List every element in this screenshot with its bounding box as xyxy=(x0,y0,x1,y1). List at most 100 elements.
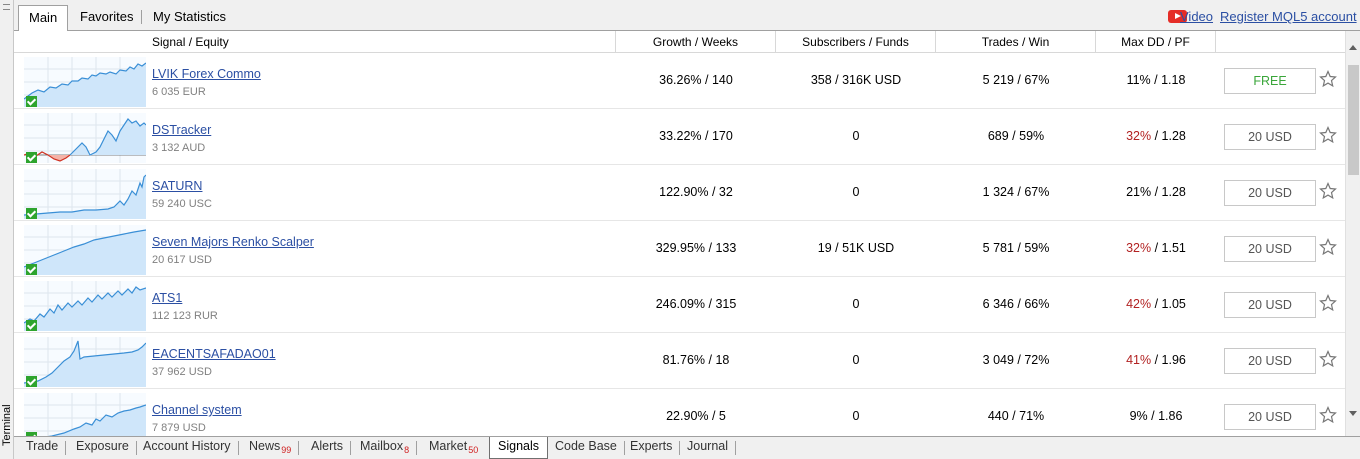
pf-value: / 1.18 xyxy=(1150,73,1186,87)
pf-value: / 1.86 xyxy=(1147,409,1183,423)
table-row[interactable]: SATURN 59 240 USC 122.90% / 32 0 1 324 /… xyxy=(14,165,1345,221)
subscribers-funds: 0 xyxy=(852,185,860,199)
favorite-star-icon[interactable] xyxy=(1319,182,1337,200)
equity-chart-thumbnail[interactable] xyxy=(24,393,146,436)
maxdd-value: 32% xyxy=(1126,129,1152,143)
tab-account-history[interactable]: Account History xyxy=(135,437,239,459)
favorite-star-icon[interactable] xyxy=(1319,294,1337,312)
bottom-tab-bar: Trade Exposure Account History News99 Al… xyxy=(14,436,1360,459)
register-mql5-link[interactable]: Register MQL5 account xyxy=(1220,9,1357,24)
subscribers-funds: 0 xyxy=(852,297,860,311)
subscribe-price-button[interactable]: 20 USD xyxy=(1224,404,1316,430)
favorite-star-icon[interactable] xyxy=(1319,406,1337,424)
signals-table-header: Signal / Equity Growth / Weeks Subscribe… xyxy=(14,31,1345,53)
tab-main[interactable]: Main xyxy=(18,5,68,32)
subscribe-price-button[interactable]: 20 USD xyxy=(1224,348,1316,374)
verified-check-icon xyxy=(26,96,37,107)
subscribe-price-button[interactable]: 20 USD xyxy=(1224,180,1316,206)
equity-chart-thumbnail[interactable] xyxy=(24,113,146,163)
trades-win: 6 346 / 66% xyxy=(982,297,1050,311)
table-row[interactable]: Channel system 7 879 USD 22.90% / 5 0 44… xyxy=(14,389,1345,436)
trades-win: 689 / 59% xyxy=(987,129,1045,143)
verified-check-icon xyxy=(26,264,37,275)
equity-chart-thumbnail[interactable] xyxy=(24,337,146,387)
tab-code-base[interactable]: Code Base xyxy=(547,437,625,459)
scrollbar-thumb[interactable] xyxy=(1348,65,1359,175)
tab-mailbox[interactable]: Mailbox8 xyxy=(352,437,418,459)
terminal-side-strip: Terminal xyxy=(0,0,14,459)
tab-alerts-label: Alerts xyxy=(311,439,343,453)
col-trades-win[interactable]: Trades / Win xyxy=(936,31,1096,53)
tab-alerts[interactable]: Alerts xyxy=(303,437,351,459)
tab-news[interactable]: News99 xyxy=(241,437,300,459)
table-row[interactable]: Seven Majors Renko Scalper 20 617 USD 32… xyxy=(14,221,1345,277)
subscribers-funds: 358 / 316K USD xyxy=(810,73,902,87)
equity-chart-graphic xyxy=(24,393,146,436)
equity-chart-thumbnail[interactable] xyxy=(24,57,146,107)
table-row[interactable]: LVIK Forex Commo 6 035 EUR 36.26% / 140 … xyxy=(14,53,1345,109)
equity-chart-thumbnail[interactable] xyxy=(24,225,146,275)
tab-news-label: News xyxy=(249,439,281,453)
tab-journal-label: Journal xyxy=(687,439,728,453)
tab-signals[interactable]: Signals xyxy=(489,437,548,459)
trades-win: 440 / 71% xyxy=(987,409,1045,423)
col-maxdd-pf[interactable]: Max DD / PF xyxy=(1096,31,1216,53)
subscribers-funds: 0 xyxy=(852,353,860,367)
table-row[interactable]: DSTracker 3 132 AUD 33.22% / 170 0 689 /… xyxy=(14,109,1345,165)
signal-equity: 7 879 USD xyxy=(152,422,206,434)
growth-weeks: 36.26% / 140 xyxy=(659,73,733,87)
subscribe-price-button[interactable]: 20 USD xyxy=(1224,124,1316,150)
tab-favorites[interactable]: Favorites xyxy=(70,5,142,31)
favorite-star-icon[interactable] xyxy=(1319,350,1337,368)
favorite-star-icon[interactable] xyxy=(1319,70,1337,88)
panel-grip-icon[interactable] xyxy=(3,4,10,10)
col-growth-weeks[interactable]: Growth / Weeks xyxy=(616,31,776,53)
signal-name-link[interactable]: LVIK Forex Commo xyxy=(152,67,261,81)
signal-name-link[interactable]: EACENTSAFADAO01 xyxy=(152,347,276,361)
verified-check-icon xyxy=(26,432,37,436)
tab-my-statistics[interactable]: My Statistics xyxy=(153,9,226,24)
tab-trade[interactable]: Trade xyxy=(18,437,67,459)
tab-market[interactable]: Market50 xyxy=(421,437,486,459)
signal-name-link[interactable]: DSTracker xyxy=(152,123,212,137)
vertical-scrollbar[interactable] xyxy=(1345,31,1360,436)
youtube-icon[interactable] xyxy=(1168,10,1187,23)
equity-chart-thumbnail[interactable] xyxy=(24,281,146,331)
tab-experts[interactable]: Experts xyxy=(622,437,681,459)
scroll-up-icon[interactable] xyxy=(1349,45,1357,50)
maxdd-pf: 11% / 1.18 xyxy=(1096,73,1216,87)
favorite-star-icon[interactable] xyxy=(1319,126,1337,144)
subscribe-price-button[interactable]: 20 USD xyxy=(1224,236,1316,262)
growth-weeks: 329.95% / 133 xyxy=(655,241,737,255)
pf-value: / 1.05 xyxy=(1151,297,1186,311)
signal-name-link[interactable]: Seven Majors Renko Scalper xyxy=(152,235,314,249)
tab-exposure[interactable]: Exposure xyxy=(68,437,137,459)
trades-win: 3 049 / 72% xyxy=(982,353,1050,367)
maxdd-value: 9% xyxy=(1129,409,1148,423)
signal-name-link[interactable]: Channel system xyxy=(152,403,242,417)
subscribe-price-button[interactable]: 20 USD xyxy=(1224,292,1316,318)
maxdd-pf: 41% / 1.96 xyxy=(1096,353,1216,367)
pf-value: / 1.28 xyxy=(1151,185,1186,199)
maxdd-value: 32% xyxy=(1126,241,1152,255)
subscribers-funds: 0 xyxy=(852,129,860,143)
table-row[interactable]: EACENTSAFADAO01 37 962 USD 81.76% / 18 0… xyxy=(14,333,1345,389)
equity-chart-graphic xyxy=(24,113,146,163)
verified-check-icon xyxy=(26,152,37,163)
col-signal-equity[interactable]: Signal / Equity xyxy=(14,31,616,53)
table-row[interactable]: ATS1 112 123 RUR 246.09% / 315 0 6 346 /… xyxy=(14,277,1345,333)
subscribe-price-button[interactable]: FREE xyxy=(1224,68,1316,94)
signal-equity: 112 123 RUR xyxy=(152,310,218,322)
maxdd-value: 41% xyxy=(1126,353,1152,367)
signal-name-link[interactable]: ATS1 xyxy=(152,291,183,305)
signal-name-link[interactable]: SATURN xyxy=(152,179,203,193)
video-link[interactable]: Video xyxy=(1180,9,1214,24)
equity-chart-graphic xyxy=(24,57,146,107)
tab-journal[interactable]: Journal xyxy=(679,437,736,459)
col-subscribers-funds[interactable]: Subscribers / Funds xyxy=(776,31,936,53)
equity-chart-thumbnail[interactable] xyxy=(24,169,146,219)
scroll-down-icon[interactable] xyxy=(1349,411,1357,416)
maxdd-pf: 32% / 1.28 xyxy=(1096,129,1216,143)
trades-win: 5 219 / 67% xyxy=(982,73,1050,87)
favorite-star-icon[interactable] xyxy=(1319,238,1337,256)
